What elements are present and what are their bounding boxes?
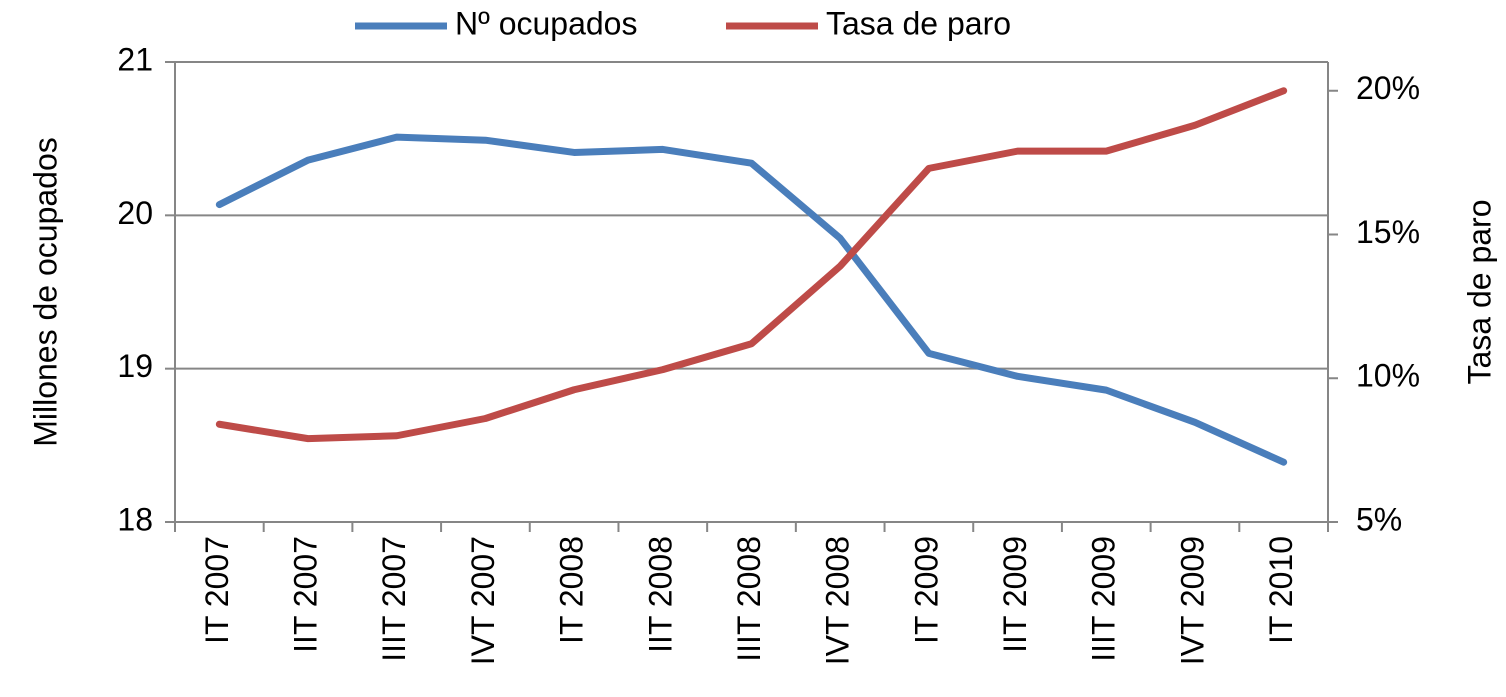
y2-axis-title: Tasa de paro <box>1461 199 1497 384</box>
y2-tick-label: 5% <box>1356 501 1402 537</box>
x-tick-label: IT 2010 <box>1263 536 1299 644</box>
legend-label: Tasa de paro <box>826 5 1011 41</box>
line-series <box>215 87 1288 443</box>
x-tick-label: IVT 2008 <box>820 536 856 665</box>
x-tick-label: IT 2008 <box>554 536 590 644</box>
y-tick-label: 18 <box>117 501 153 537</box>
x-tick-label: IIIT 2007 <box>376 536 412 662</box>
x-tick-label: IIT 2007 <box>287 536 323 653</box>
y2-tick-label: 20% <box>1356 70 1420 106</box>
y-axis-title: Millones de ocupados <box>27 137 63 447</box>
x-tick-label: IVT 2009 <box>1174 536 1210 665</box>
x-tick-label: IIT 2009 <box>997 536 1033 653</box>
y-tick-label: 21 <box>117 41 153 77</box>
x-tick-label: IIIT 2008 <box>731 536 767 662</box>
x-tick-label: IIIT 2009 <box>1086 536 1122 662</box>
y-tick-label: 19 <box>117 348 153 384</box>
y-tick-label: 20 <box>117 195 153 231</box>
y2-tick-label: 10% <box>1356 358 1420 394</box>
x-tick-label: IVT 2007 <box>465 536 501 665</box>
y2-tick-label: 15% <box>1356 214 1420 250</box>
x-tick-label: IT 2009 <box>908 536 944 644</box>
line-series <box>215 133 1288 466</box>
x-tick-label: IT 2007 <box>199 536 235 644</box>
legend-label: Nº ocupados <box>455 5 637 41</box>
x-tick-label: IIT 2008 <box>642 536 678 653</box>
